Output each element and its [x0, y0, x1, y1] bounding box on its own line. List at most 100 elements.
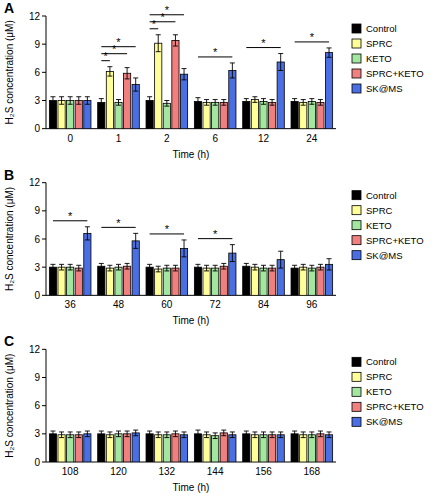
y-tick-label: 12: [29, 344, 41, 355]
error-bar-cap: [213, 99, 218, 100]
error-bar-stem: [197, 98, 198, 106]
error-bar-cap: [252, 269, 257, 270]
error-bar-cap: [133, 435, 138, 436]
error-bar-cap: [292, 436, 297, 437]
error-bar-stem: [263, 432, 264, 438]
x-axis-label: Time (h): [173, 482, 210, 493]
legend-label: SPRC+KETO: [366, 68, 424, 79]
error-bar-cap: [76, 437, 81, 438]
significance-label: *: [165, 4, 170, 16]
error-bar: [68, 432, 73, 438]
error-bar-cap: [68, 269, 73, 270]
error-bar: [301, 100, 306, 106]
error-bar-cap: [182, 68, 187, 69]
legend-swatch: [352, 39, 361, 48]
bar: [308, 101, 315, 128]
error-bar-cap: [99, 106, 104, 107]
panel-label: B: [4, 167, 14, 183]
bar: [115, 267, 122, 295]
bar: [155, 43, 162, 128]
error-bar-cap: [50, 264, 55, 265]
error-bar-cap: [292, 98, 297, 99]
y-tick-label: 6: [34, 234, 40, 245]
x-tick-label: 156: [255, 466, 272, 477]
error-bar-cap: [309, 98, 314, 99]
error-bar-cap: [85, 431, 90, 432]
error-bar-stem: [215, 433, 216, 439]
y-axis: [46, 183, 47, 296]
error-bar: [173, 35, 178, 46]
error-bar-stem: [109, 432, 110, 438]
error-bar-stem: [101, 431, 102, 437]
error-bar-cap: [221, 263, 226, 264]
bar: [317, 434, 324, 462]
y-tick: [42, 210, 46, 211]
error-bar: [195, 264, 200, 270]
error-bar-cap: [68, 104, 73, 105]
error-bar-stem: [254, 97, 255, 103]
error-bar-cap: [147, 104, 152, 105]
error-bar-cap: [173, 265, 178, 266]
error-bar-stem: [254, 264, 255, 270]
error-bar-cap: [182, 256, 187, 257]
error-bar: [244, 99, 249, 105]
error-bar: [261, 432, 266, 438]
error-bar: [327, 48, 332, 57]
x-tick-label: 120: [110, 466, 127, 477]
error-bar-cap: [182, 79, 187, 80]
error-bar-cap: [318, 431, 323, 432]
error-bar-cap: [182, 431, 187, 432]
error-bar: [125, 68, 130, 79]
error-bar-cap: [309, 270, 314, 271]
error-bar-stem: [272, 100, 273, 106]
error-bar-cap: [270, 437, 275, 438]
x-tick-label: 6: [212, 133, 218, 144]
error-bar: [164, 432, 169, 438]
error-bar-cap: [99, 269, 104, 270]
x-tick-label: 72: [210, 299, 222, 310]
error-bar: [278, 54, 283, 71]
error-bar-cap: [230, 431, 235, 432]
error-bar: [318, 264, 323, 270]
error-bar-cap: [173, 34, 178, 35]
error-bar: [221, 263, 226, 269]
error-bar-stem: [166, 101, 167, 107]
error-bar: [50, 264, 55, 270]
error-bar-cap: [195, 105, 200, 106]
bar: [155, 269, 162, 295]
error-bar-cap: [204, 105, 209, 106]
error-bar-cap: [173, 46, 178, 47]
error-bar-stem: [294, 431, 295, 437]
bar: [132, 85, 139, 129]
legend-label: KETO: [366, 386, 392, 397]
error-bar-cap: [133, 430, 138, 431]
y-tick: [42, 44, 46, 45]
marks: [49, 430, 332, 462]
error-bar: [327, 259, 332, 270]
error-bar-stem: [223, 430, 224, 436]
error-bar: [213, 433, 218, 439]
significance-label: *: [68, 210, 73, 222]
bar: [203, 268, 210, 295]
error-bar-cap: [125, 431, 130, 432]
error-bar-cap: [59, 431, 64, 432]
error-bar: [164, 101, 169, 107]
error-bar-cap: [221, 430, 226, 431]
error-bar: [99, 431, 104, 437]
error-bar-cap: [59, 269, 64, 270]
error-bar-stem: [118, 264, 119, 270]
error-bar: [99, 263, 104, 269]
error-bar-cap: [173, 436, 178, 437]
error-bar-cap: [318, 105, 323, 106]
bar: [317, 102, 324, 128]
bar: [124, 266, 131, 295]
significance-label: *: [152, 18, 157, 30]
error-bar-cap: [125, 263, 130, 264]
x-tick-label: 12: [258, 133, 270, 144]
bar: [243, 266, 250, 295]
error-bar-cap: [125, 67, 130, 68]
bar: [115, 434, 122, 462]
error-bar-cap: [133, 91, 138, 92]
error-bar-stem: [175, 35, 176, 46]
error-bar-stem: [52, 431, 53, 437]
